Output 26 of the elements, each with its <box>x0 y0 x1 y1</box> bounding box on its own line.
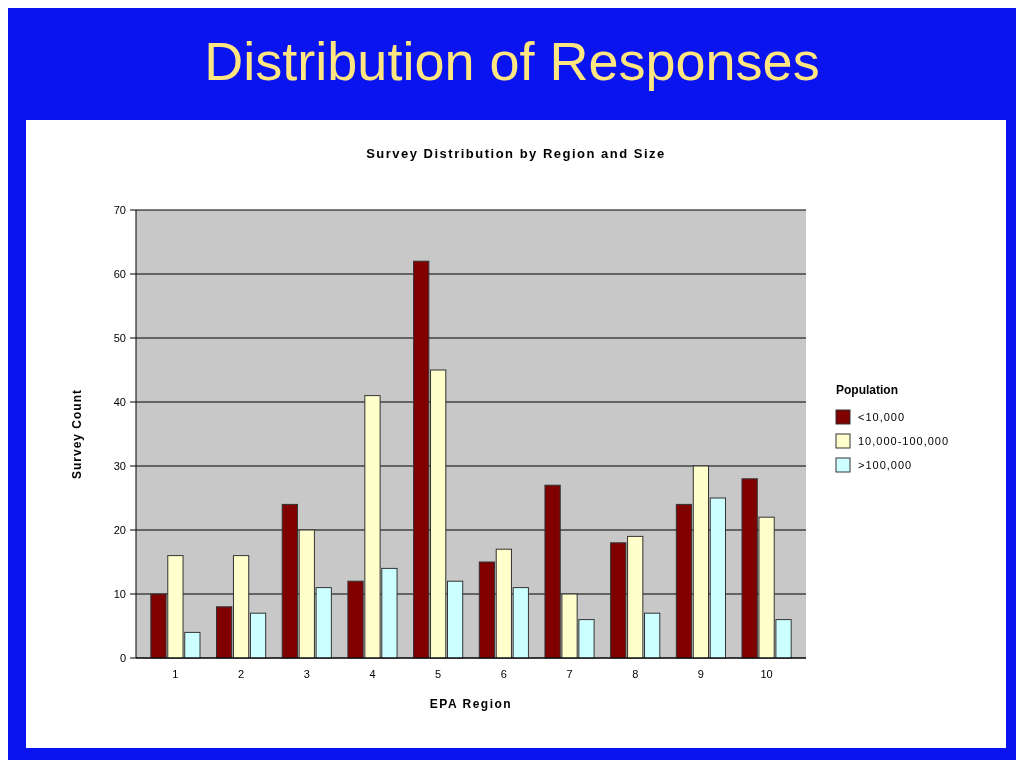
x-tick-label: 2 <box>238 668 245 680</box>
x-tick-label: 10 <box>760 668 773 680</box>
x-axis-title: EPA Region <box>429 697 513 711</box>
legend-label: 10,000-100,000 <box>858 435 950 447</box>
x-tick-label: 4 <box>369 668 376 680</box>
y-tick-label: 40 <box>113 395 126 408</box>
x-tick-label: 9 <box>697 668 704 680</box>
x-tick-label: 5 <box>435 668 442 680</box>
chart-subtitle: Survey Distribution by Region and Size <box>366 146 666 161</box>
y-axis-title: Survey Count <box>70 388 84 480</box>
x-tick-label: 1 <box>172 668 179 680</box>
x-tick-label: 3 <box>303 668 310 680</box>
y-tick-label: 50 <box>113 331 126 344</box>
legend-title: Population <box>836 383 898 397</box>
y-tick-label: 70 <box>113 203 126 216</box>
y-tick-label: 10 <box>113 587 126 600</box>
x-tick-label: 6 <box>500 668 507 680</box>
y-tick-label: 30 <box>113 459 126 472</box>
y-tick-label: 0 <box>119 651 126 664</box>
y-tick-label: 60 <box>113 267 126 280</box>
legend-label: <10,000 <box>858 411 906 423</box>
chart-title: Distribution of Responses <box>204 31 820 91</box>
y-tick-label: 20 <box>113 523 126 536</box>
x-tick-label: 7 <box>566 668 573 680</box>
legend-label: >100,000 <box>858 459 913 471</box>
x-tick-label: 8 <box>632 668 639 680</box>
